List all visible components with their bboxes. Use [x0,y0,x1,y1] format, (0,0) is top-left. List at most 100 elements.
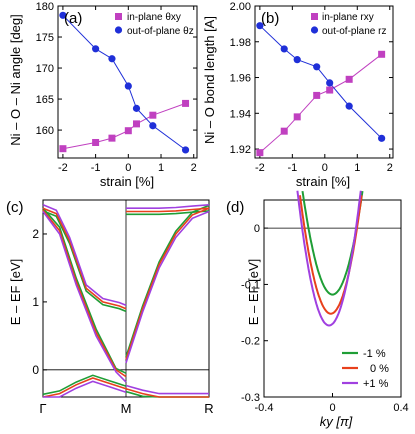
band-line-c-2-0 [126,204,210,209]
series-line-b-0 [259,53,382,153]
band-line-c-2-1 [125,210,210,364]
data-point-b-1 [293,56,301,64]
x-tick-label-b: 2 [387,162,393,174]
ylabel-c: E – EF [eV] [8,259,23,325]
data-point-b-1 [280,45,288,53]
data-point-b-0 [313,91,321,99]
x-tick-label-a: 2 [191,162,197,174]
x-tick-label-d: 0 [329,402,335,414]
data-point-a-1 [108,55,116,63]
x-tick-label-c: M [121,401,132,416]
plot-frame-b [254,5,394,159]
data-point-a-1 [181,146,190,154]
y-tick-label-a: 175 [36,32,54,44]
y-tick-label-d: -0.1 [241,279,260,291]
x-tick-label-b: 1 [354,162,360,174]
y-tick-label-c: 0 [32,363,39,377]
legend-b-label-1: in-plane rxy [322,12,374,23]
legend-a-marker-2 [114,26,123,34]
band-line-c-0-2 [42,210,127,313]
x-tick-label-a: -2 [58,162,68,174]
xlabel-b: strain [%] [296,174,350,189]
panel-label-c: (c) [6,199,24,216]
x-tick-label-c: Γ [39,401,46,416]
data-point-b-1 [378,134,386,142]
band-line-c-2 [42,211,127,383]
y-tick-label-d: 0 [254,223,260,235]
y-tick-label-b: 1.98 [230,37,251,49]
ylabel-b: Ni – O bond length [A] [202,16,217,144]
series-line-a-0 [62,102,186,150]
legend-b-marker-2 [310,26,319,34]
data-point-b-1 [345,102,353,110]
data-point-a-1 [92,45,100,53]
x-tick-label-b: -2 [255,162,265,174]
band-line-c-1 [42,209,127,378]
data-point-a-1 [124,82,132,90]
data-point-b-0 [280,127,288,135]
marker-layer [59,11,386,157]
panel-label-a: (a) [64,10,82,27]
x-tick-label-c: R [204,401,213,416]
band-line-c-1-4 [125,388,209,398]
ylabel-d: E – EF [eV] [246,259,261,325]
plot-frame-a [57,5,198,159]
y-tick-label-a: 160 [36,125,54,137]
y-tick-label-c: 1 [32,295,39,309]
data-point-a-1 [149,122,157,130]
y-tick-label-d: -0.3 [241,392,260,404]
data-point-a-0 [124,127,132,135]
xlabel-d: ky [π] [320,414,353,429]
data-point-b-0 [345,75,353,83]
ylabel-a: Ni – O – Ni angle [deg] [8,14,23,146]
series-line-d-2 [296,190,362,327]
data-point-a-0 [92,138,100,146]
band-line-c-0-1 [125,204,210,358]
panel-label-b: (b) [261,10,279,27]
y-tick-label-b: 1.92 [230,144,251,156]
data-point-a-1 [132,104,141,112]
data-point-b-0 [378,50,386,58]
band-line-c-1-0 [126,207,210,213]
series-line-b-1 [259,25,382,139]
y-tick-label-d: -0.2 [241,336,260,348]
x-tick-label-a: -1 [91,162,101,174]
x-tick-label-a: 0 [125,162,131,174]
x-tick-label-a: 1 [158,162,164,174]
band-line-c-0-3 [42,374,127,396]
legend-d-label-2: 0 % [370,363,389,375]
band-line-c-0 [42,207,127,374]
y-tick-label-a: 165 [36,94,54,106]
legend-b-label-2: out-of-plane rz [322,26,386,37]
y-tick-label-a: 180 [36,1,54,13]
legend-b: in-plane rxy out-of-plane rz [310,12,386,37]
band-line-c-1-1 [125,207,210,360]
y-tick-label-b: 2.00 [230,1,251,13]
band-line-c-0-0 [126,210,210,216]
x-tick-label-b: -1 [287,162,297,174]
xlabel-a: strain [%] [100,174,154,189]
legend-a-label-1: in-plane θxy [127,12,181,23]
legend-a: in-plane θxy out-of-plane θz [114,12,194,37]
data-point-b-1 [256,22,264,30]
band-line-c-2-4 [125,384,209,395]
band-line-c-1-3 [42,377,127,398]
data-point-a-0 [182,99,190,107]
band-line-c-2-2 [42,204,127,307]
panel-label-d: (d) [226,199,244,216]
band-line-c-2-3 [43,380,127,398]
y-tick-label-a: 170 [36,63,54,75]
data-point-b-0 [326,86,334,94]
data-point-b-1 [326,79,334,87]
data-point-b-0 [293,113,301,121]
legend-b-marker-1 [311,13,318,20]
legend-d: -1 % 0 % +1 % [342,348,389,390]
y-tick-label-c: 2 [32,227,39,241]
legend-a-marker-1 [115,13,122,20]
data-point-b-0 [256,149,264,157]
axes-layer: -2 -1 0 1 2 160 165 170 175 180 -2 -1 0 1 2 1.92 1.94 1.9… [32,1,408,416]
x-tick-label-d: 0.4 [393,402,408,414]
y-tick-label-b: 1.94 [230,108,251,120]
x-tick-label-b: 0 [322,162,328,174]
